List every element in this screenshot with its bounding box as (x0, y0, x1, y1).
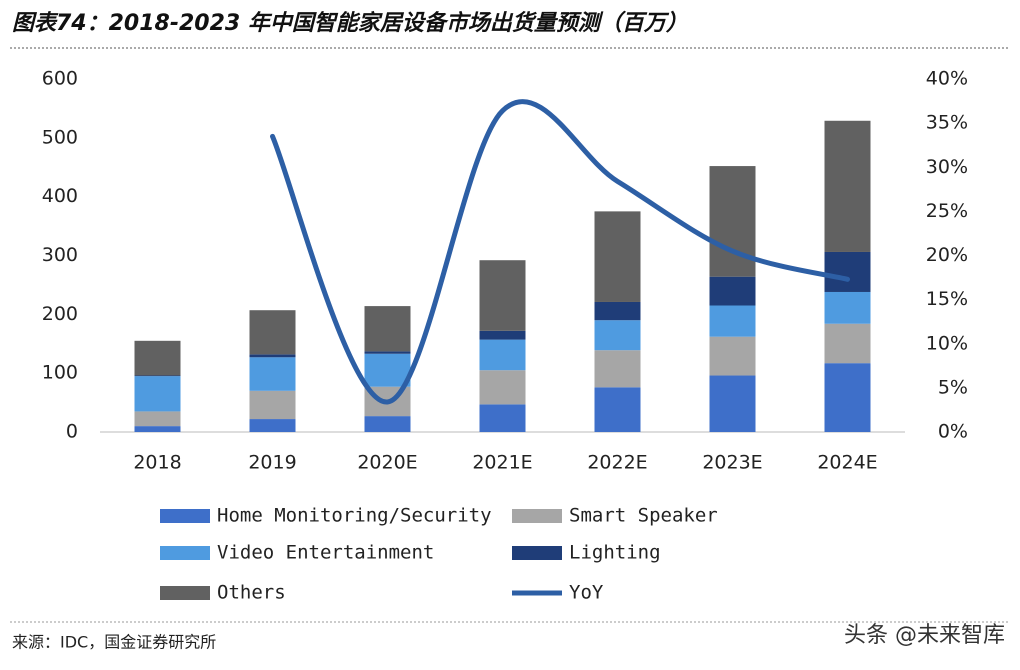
y-tick-label: 200 (42, 303, 78, 325)
y2-tick-label: 35% (926, 112, 968, 134)
x-tick-label: 2018 (133, 452, 181, 474)
y2-tick-label: 10% (926, 332, 968, 354)
legend-swatch (160, 509, 210, 523)
bar-segment (594, 301, 641, 321)
bar-segment (824, 291, 871, 324)
watermark: 头条 @未来智库 (844, 623, 1005, 648)
y2-tick-label: 40% (926, 68, 968, 90)
bar-segment (479, 260, 526, 331)
line (270, 99, 850, 405)
y-tick-label: 600 (42, 68, 78, 90)
bar-segment (709, 305, 756, 337)
source: 来源：IDC，国金证券研究所 (12, 633, 216, 652)
x-tick-label: 2024E (817, 452, 877, 474)
x-tick-label: 2019 (248, 452, 296, 474)
bar-segment (824, 251, 871, 292)
legend-label: Lighting (569, 542, 661, 564)
y-tick-label: 0 (66, 421, 78, 443)
bar-segment (479, 404, 526, 432)
legend-swatch (512, 546, 562, 560)
y-tick-label: 400 (42, 185, 78, 207)
bar-segment (479, 330, 526, 340)
bar-segment (134, 340, 181, 376)
bar-segment (364, 353, 411, 387)
bar-segment (594, 387, 641, 432)
bar-segment (249, 419, 296, 432)
bar-segment (249, 354, 296, 358)
bar-segment (364, 351, 411, 354)
bar-segment (824, 323, 871, 364)
bar-segment (134, 376, 181, 412)
legend-swatch (160, 586, 210, 600)
bar-segment (249, 390, 296, 420)
bar-segment (709, 375, 756, 432)
bar-segment (709, 166, 756, 277)
x-tick-label: 2023E (702, 452, 762, 474)
bar-segment (249, 310, 296, 355)
y-tick-label: 300 (42, 244, 78, 266)
legend-swatch (160, 546, 210, 560)
bar-segment (134, 426, 181, 432)
y2-tick-label: 30% (926, 156, 968, 178)
y2-tick-label: 0% (938, 421, 968, 443)
bar-segment (479, 370, 526, 405)
y2-tick-label: 5% (938, 376, 968, 398)
bar-segment (479, 339, 526, 371)
bar-segment (134, 375, 181, 377)
x-tick-label: 2021E (472, 452, 532, 474)
bar-segment (709, 336, 756, 376)
chart-title: 图表74：2018-2023 年中国智能家居设备市场出货量预测（百万） (12, 10, 688, 36)
bar-segment (594, 350, 641, 388)
legend-label: Home Monitoring/Security (217, 505, 492, 527)
x-tick-label: 2022E (587, 452, 647, 474)
bar-segment (134, 411, 181, 427)
bar-segment (709, 276, 756, 306)
y-tick-label: 500 (42, 126, 78, 148)
y-tick-label: 100 (42, 362, 78, 384)
legend-label: Video Entertainment (217, 542, 434, 564)
bar-segment (824, 120, 871, 252)
bar-segment (824, 363, 871, 432)
bar-segment (594, 211, 641, 302)
legend-label: Others (217, 582, 286, 604)
bar-segment (364, 416, 411, 432)
bar-segment (594, 320, 641, 351)
bar-segment (364, 306, 411, 352)
y2-tick-label: 25% (926, 200, 968, 222)
x-tick-label: 2020E (357, 452, 417, 474)
bar-segment (249, 357, 296, 391)
y2-tick-label: 15% (926, 288, 968, 310)
legend-swatch (512, 509, 562, 523)
legend-label: Smart Speaker (569, 505, 718, 527)
legend-label: YoY (569, 582, 604, 604)
y2-tick-label: 20% (926, 244, 968, 266)
